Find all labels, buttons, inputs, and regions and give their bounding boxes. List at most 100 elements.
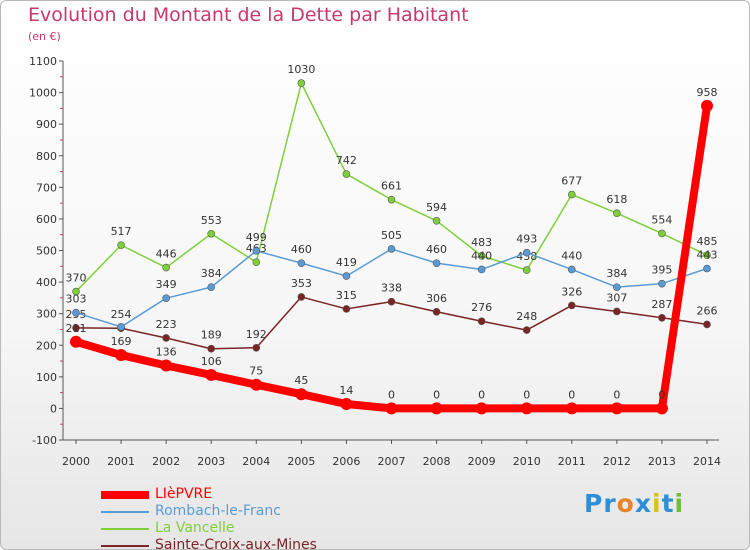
data-label: 419 [336, 256, 357, 269]
data-point [703, 320, 711, 329]
data-point [658, 313, 666, 322]
data-point [297, 259, 306, 267]
y-tick-label: 300 [36, 308, 57, 321]
logo-letter: o [616, 489, 635, 518]
data-label: 0 [568, 388, 575, 401]
data-point [567, 301, 576, 310]
x-tick-label: 2013 [648, 455, 676, 468]
data-point [340, 397, 353, 410]
data-point [477, 252, 486, 260]
data-point [207, 229, 216, 238]
y-tick-label: 200 [36, 339, 57, 352]
data-point [658, 229, 666, 238]
data-label: 306 [426, 292, 447, 305]
data-label: 307 [606, 291, 627, 304]
data-point [72, 308, 80, 317]
y-tick-label: 400 [36, 276, 57, 289]
data-label: 326 [561, 285, 582, 298]
data-label: 303 [66, 293, 87, 306]
logo-letter: i [674, 489, 685, 518]
data-point [703, 264, 711, 273]
data-point [207, 283, 216, 291]
data-label: 349 [156, 278, 177, 291]
x-tick-label: 2004 [242, 455, 270, 468]
data-label: 0 [523, 388, 530, 401]
legend-swatch [101, 491, 149, 499]
data-label: 1030 [287, 63, 315, 76]
data-point [567, 190, 576, 199]
data-point [252, 258, 261, 266]
data-label: 483 [471, 236, 492, 249]
data-point [520, 402, 533, 415]
data-point [297, 79, 306, 87]
data-label: 460 [426, 243, 447, 256]
y-tick-label: 1100 [29, 55, 57, 68]
data-point [162, 334, 170, 342]
data-label: 438 [516, 250, 537, 263]
data-point [72, 287, 80, 296]
data-label: 384 [606, 267, 627, 280]
y-tick-label: 100 [36, 371, 57, 384]
data-label: 594 [426, 201, 447, 214]
x-tick-label: 2007 [378, 455, 406, 468]
data-label: 440 [561, 249, 582, 262]
x-tick-label: 2010 [513, 455, 541, 468]
chart-unit-label: (en €) [28, 30, 61, 43]
y-tick-label: 600 [36, 213, 57, 226]
data-point [703, 251, 711, 260]
data-label: 353 [291, 277, 312, 290]
data-label: 618 [606, 193, 627, 206]
data-label: 0 [478, 388, 485, 401]
x-tick-label: 2005 [287, 455, 315, 468]
y-tick-label: 1000 [29, 87, 57, 100]
y-tick-label: 800 [36, 150, 57, 163]
logo-letter: t [661, 489, 675, 518]
data-label: 211 [66, 322, 87, 335]
data-point [207, 344, 216, 353]
legend-label: La Vancelle [155, 520, 235, 536]
data-point [205, 368, 218, 381]
data-point [250, 378, 263, 391]
data-label: 0 [388, 388, 395, 401]
data-label: 553 [201, 214, 222, 227]
data-label: 440 [471, 249, 492, 262]
data-label: 742 [336, 154, 357, 167]
data-label: 0 [433, 388, 440, 401]
logo-letter: i [652, 489, 662, 518]
data-point [658, 279, 666, 288]
data-label: 136 [156, 345, 177, 358]
data-point [117, 241, 125, 249]
data-label: 338 [381, 282, 402, 295]
data-label: 554 [651, 213, 672, 226]
data-label: 14 [339, 384, 353, 397]
data-point [70, 335, 82, 348]
x-tick-label: 2011 [558, 455, 586, 468]
data-point [477, 265, 486, 274]
y-tick-label: 900 [36, 118, 57, 131]
data-label: 517 [111, 225, 132, 238]
y-tick-label: 700 [36, 181, 57, 194]
chart-legend: LIèPVRE Rombach-le-Franc La Vancelle Sainte… [101, 486, 401, 549]
x-tick-label: 2006 [332, 455, 360, 468]
data-point [252, 343, 261, 352]
x-tick-label: 2002 [152, 455, 180, 468]
data-label: 0 [613, 388, 620, 401]
legend-swatch [101, 545, 149, 547]
data-point [162, 294, 170, 302]
data-point [522, 326, 531, 334]
data-label: 958 [697, 86, 718, 99]
data-point [162, 263, 170, 272]
data-label: 266 [697, 304, 718, 317]
data-point [432, 217, 441, 225]
data-label: 395 [651, 264, 672, 277]
x-tick-label: 2012 [603, 455, 631, 468]
y-tick-label: -100 [32, 434, 57, 447]
x-tick-label: 2000 [62, 455, 90, 468]
data-label: 661 [381, 180, 402, 193]
data-point [655, 402, 668, 415]
data-point [385, 402, 398, 415]
data-label: 223 [156, 318, 177, 331]
legend-item: La Vancelle [101, 520, 401, 538]
